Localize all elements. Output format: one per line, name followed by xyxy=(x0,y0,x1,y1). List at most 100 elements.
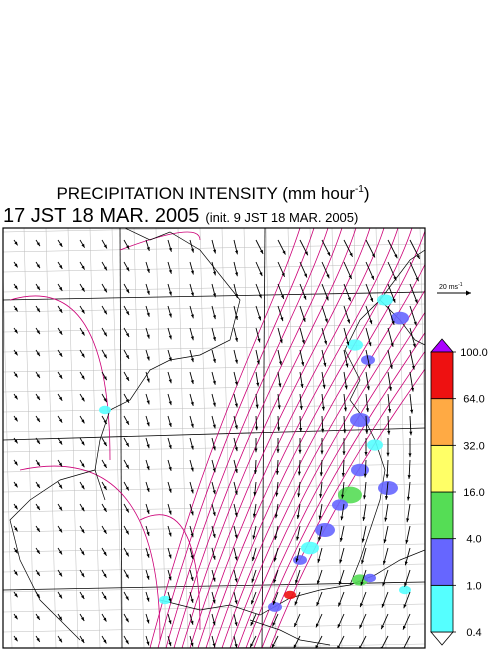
wind-head xyxy=(190,533,194,538)
wind-head xyxy=(409,431,413,436)
grid-line xyxy=(45,228,57,648)
wind-head xyxy=(343,407,347,412)
wind-head xyxy=(389,364,393,369)
grid-line xyxy=(3,583,425,593)
wind-head xyxy=(103,463,107,468)
wind-head xyxy=(234,622,238,627)
wind-head xyxy=(190,292,194,297)
wind-head xyxy=(190,620,194,625)
wind-head xyxy=(235,272,239,277)
wind-head xyxy=(36,352,40,357)
over-triangle xyxy=(430,338,454,353)
wind-head xyxy=(125,354,130,359)
wind-head xyxy=(278,383,282,388)
precip-area xyxy=(399,585,411,595)
wind-head xyxy=(36,571,40,576)
wind-head xyxy=(394,254,398,259)
colorbar: 0.4 1.0 4.0 16.0 32.0 64.0 100.0 xyxy=(430,338,488,646)
wind-head xyxy=(14,263,18,268)
wind-head xyxy=(386,452,390,457)
wind-head xyxy=(360,603,363,608)
wind-head xyxy=(280,317,284,322)
wind-head xyxy=(168,335,172,340)
wind-scale: 20 ms-1 xyxy=(439,282,463,291)
wind-head xyxy=(367,364,371,369)
wind-head xyxy=(257,338,261,343)
wind-head xyxy=(256,382,260,387)
wind-head xyxy=(36,549,40,554)
wind-head xyxy=(14,505,18,510)
wind-head xyxy=(103,507,107,512)
wind-head xyxy=(359,624,363,629)
grid-line xyxy=(3,383,425,393)
wind-head xyxy=(327,252,331,257)
wind-head xyxy=(81,309,85,314)
wind-head xyxy=(318,537,322,542)
valid-time-text: 17 JST 18 MAR. 2005 xyxy=(3,205,199,227)
wind-head xyxy=(190,358,194,363)
wind-head xyxy=(365,430,369,434)
wind-head xyxy=(321,406,325,411)
wind-head xyxy=(146,422,150,427)
wind-head xyxy=(190,380,194,384)
wind-head xyxy=(212,380,216,385)
wind-head xyxy=(126,267,130,272)
wind-head xyxy=(315,645,319,648)
wind-head xyxy=(317,558,321,563)
wind-head xyxy=(347,297,351,302)
wind-head xyxy=(368,342,372,347)
wind-head xyxy=(190,445,194,450)
wind-head xyxy=(168,379,172,384)
colorbar-segment xyxy=(430,491,454,540)
wind-head xyxy=(213,249,217,254)
wind-head xyxy=(325,296,329,301)
wind-head xyxy=(298,449,302,454)
wind-head xyxy=(103,420,107,425)
wind-head xyxy=(366,386,370,391)
under-triangle xyxy=(430,631,454,646)
wind-head xyxy=(36,615,40,620)
wind-head xyxy=(125,574,129,579)
wind-head xyxy=(273,557,277,562)
isobar xyxy=(245,311,425,648)
isobar xyxy=(189,228,371,648)
grid-line xyxy=(3,363,425,373)
wind-head xyxy=(281,272,285,277)
precip-area xyxy=(351,463,369,477)
wind-head xyxy=(58,594,63,599)
wind-head xyxy=(190,642,194,647)
wind-head xyxy=(14,307,18,312)
wind-head xyxy=(168,247,172,252)
wind-head xyxy=(81,353,85,358)
wind-head xyxy=(303,295,307,300)
wind-head xyxy=(371,253,375,258)
grid-line xyxy=(486,228,496,648)
colorbar-label: 64.0 xyxy=(463,394,484,406)
wind-head xyxy=(415,277,419,282)
wind-head xyxy=(14,439,18,444)
scale-arrow-head xyxy=(466,290,471,296)
wind-head xyxy=(234,512,238,517)
wind-head xyxy=(324,318,328,323)
wind-head xyxy=(36,330,40,335)
wind-head xyxy=(58,374,63,379)
wind-head xyxy=(58,352,63,357)
colorbar-label: 32.0 xyxy=(463,440,484,452)
wind-head xyxy=(337,624,341,629)
wind-head xyxy=(413,321,417,326)
wind-head xyxy=(282,250,286,255)
wind-head xyxy=(146,597,150,602)
wind-head xyxy=(103,485,107,490)
wind-head xyxy=(391,320,395,325)
wind-head xyxy=(103,310,107,315)
wind-head xyxy=(403,604,407,609)
wind-head xyxy=(297,471,301,476)
wind-head xyxy=(81,485,85,490)
wind-head xyxy=(234,337,238,342)
wind-head xyxy=(81,375,85,380)
wind-head xyxy=(168,532,172,537)
wind-head xyxy=(212,402,216,407)
precip-area xyxy=(377,294,393,306)
wind-head xyxy=(212,577,216,582)
precip-area xyxy=(99,405,111,415)
